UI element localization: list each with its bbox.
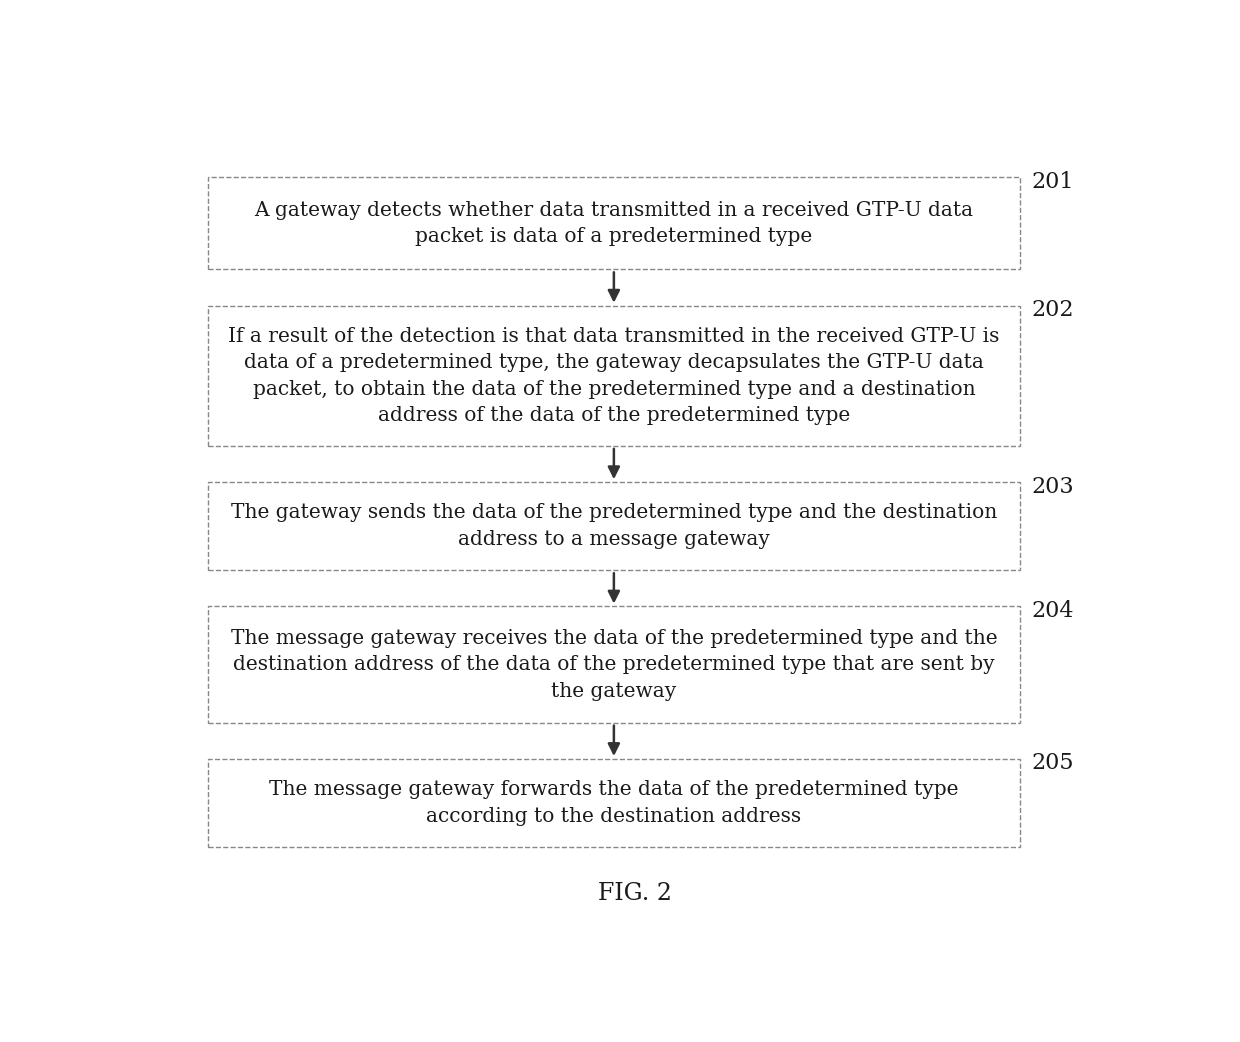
FancyBboxPatch shape: [208, 759, 1019, 847]
Text: 204: 204: [1032, 600, 1074, 622]
Text: The message gateway forwards the data of the predetermined type
according to the: The message gateway forwards the data of…: [269, 780, 959, 825]
Text: 201: 201: [1032, 171, 1074, 193]
Text: 203: 203: [1032, 475, 1074, 498]
Text: A gateway detects whether data transmitted in a received GTP-U data
packet is da: A gateway detects whether data transmitt…: [254, 200, 973, 246]
FancyBboxPatch shape: [208, 606, 1019, 723]
FancyBboxPatch shape: [208, 482, 1019, 570]
FancyBboxPatch shape: [208, 305, 1019, 446]
Text: 205: 205: [1032, 752, 1074, 774]
FancyBboxPatch shape: [208, 177, 1019, 270]
Text: FIG. 2: FIG. 2: [599, 883, 672, 905]
Text: If a result of the detection is that data transmitted in the received GTP-U is
d: If a result of the detection is that dat…: [228, 326, 999, 425]
Text: The message gateway receives the data of the predetermined type and the
destinat: The message gateway receives the data of…: [231, 628, 997, 700]
Text: The gateway sends the data of the predetermined type and the destination
address: The gateway sends the data of the predet…: [231, 503, 997, 549]
Text: 202: 202: [1032, 299, 1074, 321]
